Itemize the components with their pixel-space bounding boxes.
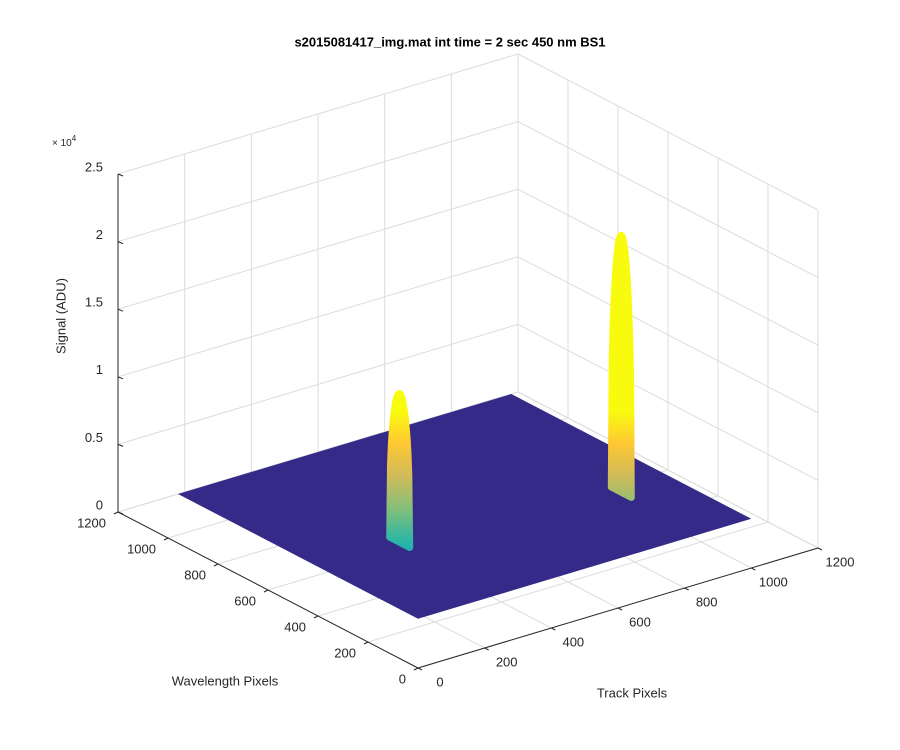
z-multiplier-exponent: 4 (72, 134, 77, 143)
z-grid-wall (117, 323, 519, 445)
z-grid-wall (517, 323, 819, 481)
z-tick-label: 1.5 (85, 295, 103, 310)
plot-area: 0200400600800100012000200400600800100012… (77, 53, 855, 689)
x-tick-label: 400 (562, 634, 584, 649)
z-grid-wall (117, 53, 519, 175)
surface-plane (178, 394, 752, 619)
z-grid-wall (517, 53, 819, 211)
x-tick (551, 627, 556, 631)
y-tick-label: 1000 (127, 541, 156, 556)
x-axis-label: Track Pixels (597, 685, 668, 700)
y-tick-label: 600 (234, 593, 256, 608)
z-tick-label: 0 (96, 497, 103, 512)
y-tick (263, 589, 269, 593)
z-grid-wall (117, 256, 519, 378)
x-tick (417, 667, 423, 671)
y-tick (313, 615, 319, 619)
x-tick-label: 200 (496, 654, 518, 669)
z-axis-label: Signal (ADU) (53, 278, 68, 354)
y-tick (113, 511, 119, 515)
z-tick (117, 241, 124, 245)
x-tick (484, 647, 489, 651)
y-tick-label: 1200 (77, 515, 106, 530)
z-tick (117, 173, 124, 177)
z-grid-wall (517, 391, 819, 549)
z-grid-wall (517, 256, 819, 414)
x-tick-label: 1200 (826, 554, 855, 569)
y-tick-label: 800 (184, 567, 206, 582)
y-tick-label: 400 (284, 619, 306, 634)
z-tick-label: 0.5 (85, 430, 103, 445)
z-grid-wall (117, 121, 519, 243)
z-tick (117, 511, 124, 515)
y-grid-floor (367, 521, 769, 643)
z-grid-wall (517, 188, 819, 346)
z-tick (117, 376, 124, 380)
x-tick (751, 567, 756, 571)
x-tick-label: 600 (629, 614, 651, 629)
y-tick (413, 667, 419, 671)
y-tick-label: 0 (399, 671, 406, 686)
z-tick (117, 443, 124, 447)
y-tick (363, 641, 369, 645)
surface-peak (607, 231, 635, 501)
x-tick (817, 547, 823, 551)
surface-peak (386, 390, 414, 551)
chart-title: s2015081417_img.mat int time = 2 sec 450… (294, 34, 605, 49)
x-tick (684, 587, 689, 591)
z-tick-label: 1 (96, 362, 103, 377)
y-tick-label: 200 (334, 645, 356, 660)
x-tick-label: 0 (436, 674, 443, 689)
z-multiplier-base: × 10 (52, 138, 72, 149)
y-axis-label: Wavelength Pixels (172, 673, 279, 688)
z-multiplier: × 104 (52, 134, 77, 149)
y-tick (213, 563, 219, 567)
x-tick (617, 607, 623, 611)
z-tick-label: 2 (96, 227, 103, 242)
x-tick-label: 1000 (759, 574, 788, 589)
z-grid-wall (117, 188, 519, 310)
y-tick (163, 537, 169, 541)
z-grid-wall (517, 121, 819, 279)
x-tick-label: 800 (696, 594, 718, 609)
z-tick (117, 308, 124, 312)
z-tick-label: 2.5 (85, 159, 103, 174)
